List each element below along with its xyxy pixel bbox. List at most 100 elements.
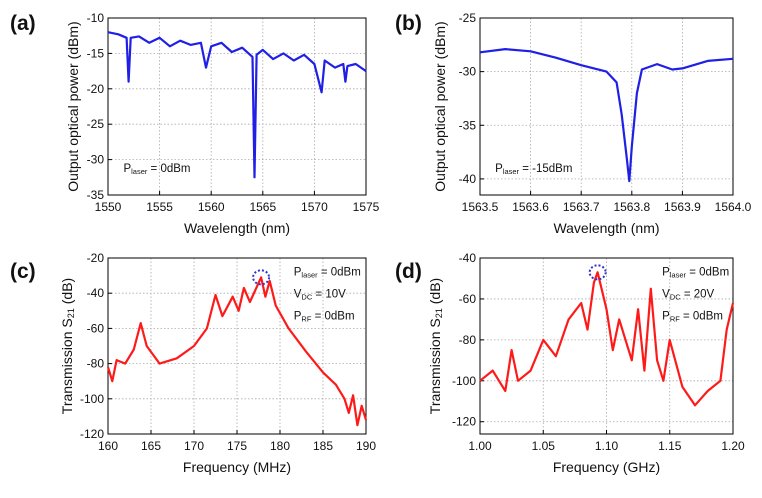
subscript: DC [670, 292, 681, 301]
text-part: V [662, 289, 670, 301]
text-part: = 0dBm [311, 311, 354, 323]
x-tick-label: 1.00 [468, 439, 492, 453]
y-tick-label: -60 [459, 292, 477, 306]
x-axis-label: Frequency (MHz) [183, 459, 291, 475]
plot-frame [479, 257, 734, 435]
annotation: VDC = 20V [662, 289, 714, 302]
highlight-circle [252, 269, 271, 286]
annotation: Plaser = 0dBm [294, 267, 361, 280]
x-tick-label: 185 [313, 439, 333, 453]
text-part: P [662, 311, 670, 323]
x-axis-label: Frequency (GHz) [553, 459, 660, 475]
y-axis-label: Output optical power (dBm) [65, 21, 81, 191]
y-tick-label: -80 [87, 357, 105, 371]
x-tick-label: 1555 [146, 200, 173, 214]
panel-label: (b) [395, 12, 422, 35]
x-tick-label: 170 [184, 439, 204, 453]
plot-frame [107, 17, 367, 196]
y-tick-label: -10 [87, 11, 105, 25]
y-tick-label: -30 [459, 65, 477, 79]
data-line [479, 271, 735, 407]
text-part: = 20V [681, 289, 715, 301]
x-tick-label: 1563.6 [512, 200, 549, 214]
plot-frame [479, 17, 734, 196]
text-part: V [294, 289, 302, 301]
y-tick-label: -60 [87, 321, 105, 335]
x-tick-label: 1564.0 [715, 200, 752, 214]
subscript: laser [503, 167, 520, 176]
text-part: = 0dBm [686, 267, 729, 279]
text-part: (dB) [59, 278, 75, 308]
y-tick-label: -100 [452, 374, 476, 388]
text-part: (dB) [427, 278, 443, 308]
highlight-circle [588, 264, 607, 281]
data-line [106, 276, 368, 427]
x-tick-label: 165 [141, 439, 161, 453]
text-part: P [294, 311, 302, 323]
x-tick-label: 175 [227, 439, 247, 453]
text-part: Transmission S [59, 318, 75, 414]
y-tick-label: -25 [87, 117, 105, 131]
panel-label: (c) [10, 260, 36, 283]
y-axis-label: Transmission S21 (dB) [59, 278, 76, 414]
text-part: Output optical power (dBm) [432, 21, 448, 191]
y-tick-label: -20 [87, 82, 105, 96]
text-part: = 10V [312, 289, 346, 301]
y-axis-label: Output optical power (dBm) [432, 21, 448, 191]
text-part: P [662, 267, 670, 279]
x-tick-label: 190 [356, 439, 376, 453]
y-tick-label: -30 [87, 153, 105, 167]
data-line [479, 48, 734, 183]
subscript: RF [301, 314, 311, 323]
y-tick-label: -35 [459, 118, 477, 132]
x-tick-label: 160 [98, 439, 118, 453]
x-tick-label: 1.20 [721, 439, 745, 453]
x-tick-label: 1563.7 [563, 200, 600, 214]
y-tick-label: -100 [80, 392, 104, 406]
subscript: 21 [434, 308, 444, 318]
annotation: Plaser = 0dBm [662, 267, 729, 280]
y-axis-label: Transmission S21 (dB) [427, 278, 444, 414]
x-tick-label: 1550 [95, 200, 122, 214]
subscript: DC [301, 292, 312, 301]
x-axis-label: Wavelength (nm) [553, 220, 659, 236]
text-part: Transmission S [427, 318, 443, 414]
panel-label: (d) [395, 260, 422, 283]
x-tick-label: 1563.5 [462, 200, 499, 214]
text-part: = 0dBm [147, 163, 190, 175]
annotation: VDC = 10V [294, 289, 346, 302]
y-tick-label: -120 [452, 415, 476, 429]
x-tick-label: 1.05 [532, 439, 556, 453]
x-tick-label: 1575 [353, 200, 380, 214]
subscript: 21 [66, 308, 76, 318]
annotation: PRF = 0dBm [294, 311, 355, 324]
y-tick-label: -35 [87, 188, 105, 202]
text-part: P [294, 267, 302, 279]
x-tick-label: 1565 [249, 200, 276, 214]
x-tick-label: 1.10 [595, 439, 619, 453]
text-part: Output optical power (dBm) [65, 21, 81, 191]
text-part: = 0dBm [680, 311, 723, 323]
panel-label: (a) [10, 12, 36, 35]
x-tick-label: 1560 [198, 200, 225, 214]
y-tick-label: -15 [87, 46, 105, 60]
x-tick-label: 1563.9 [664, 200, 701, 214]
y-tick-label: -20 [87, 251, 105, 265]
x-tick-label: 1570 [301, 200, 328, 214]
annotation: PRF = 0dBm [662, 311, 723, 324]
subscript: RF [670, 314, 680, 323]
data-line [107, 31, 367, 179]
y-tick-label: -25 [459, 11, 477, 25]
x-axis-label: Wavelength (nm) [184, 220, 290, 236]
x-tick-label: 1.15 [658, 439, 682, 453]
x-tick-label: 180 [270, 439, 290, 453]
subscript: laser [131, 167, 148, 176]
annotation: Plaser = 0dBm [123, 163, 190, 176]
subscript: laser [670, 270, 687, 279]
text-part: = -15dBm [519, 163, 572, 175]
annotation: Plaser = -15dBm [495, 163, 572, 176]
text-part: P [123, 163, 131, 175]
y-tick-label: -120 [80, 427, 104, 441]
y-tick-label: -40 [87, 286, 105, 300]
